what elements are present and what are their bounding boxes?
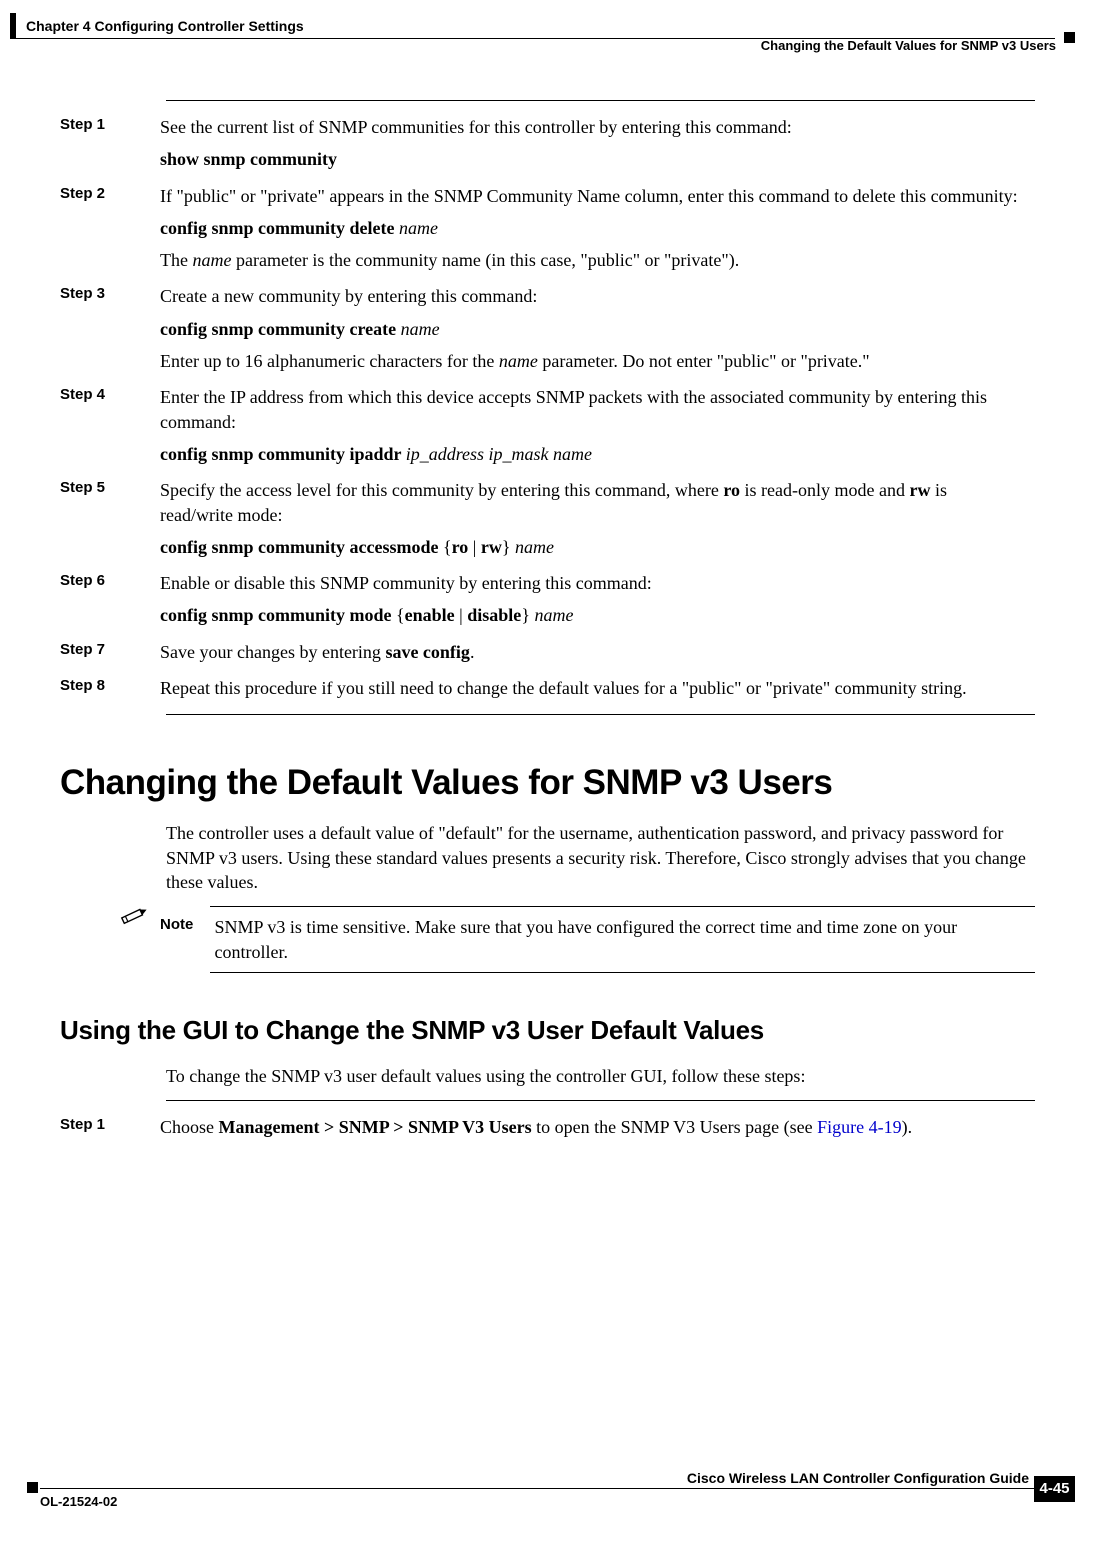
step-label: Step 6 bbox=[60, 571, 160, 591]
step: Step 1See the current list of SNMP commu… bbox=[60, 115, 1035, 180]
procedure-top-rule bbox=[166, 100, 1035, 101]
footer: Cisco Wireless LAN Controller Configurat… bbox=[10, 1482, 1085, 1530]
header-rule bbox=[10, 32, 1085, 48]
content: Step 1See the current list of SNMP commu… bbox=[60, 100, 1035, 1151]
step-label: Step 1 bbox=[60, 115, 160, 135]
footer-left-marker bbox=[27, 1482, 38, 1493]
step-label: Step 2 bbox=[60, 184, 160, 204]
step-label: Step 3 bbox=[60, 284, 160, 304]
intro-paragraph: The controller uses a default value of "… bbox=[166, 821, 1035, 894]
footer-ol: OL-21524-02 bbox=[40, 1494, 117, 1509]
procedure-bottom-rule bbox=[166, 714, 1035, 715]
step-body: See the current list of SNMP communities… bbox=[160, 115, 1020, 180]
step-body: Enter the IP address from which this dev… bbox=[160, 385, 1020, 474]
step-label: Step 5 bbox=[60, 478, 160, 498]
procedure-b-top-rule bbox=[166, 1100, 1035, 1101]
step: Step 6Enable or disable this SNMP commun… bbox=[60, 571, 1035, 636]
footer-page-number: 4-45 bbox=[1034, 1476, 1075, 1502]
step-body: Repeat this procedure if you still need … bbox=[160, 676, 1020, 708]
step-body: Specify the access level for this commun… bbox=[160, 478, 1020, 567]
steps-b: Step 1Choose Management > SNMP > SNMP V3… bbox=[60, 1115, 1035, 1147]
step-body: Choose Management > SNMP > SNMP V3 Users… bbox=[160, 1115, 1020, 1147]
step-label: Step 8 bbox=[60, 676, 160, 696]
step-body: Create a new community by entering this … bbox=[160, 284, 1020, 381]
step-body: Save your changes by entering save confi… bbox=[160, 640, 1020, 672]
footer-guide: Cisco Wireless LAN Controller Configurat… bbox=[687, 1470, 1029, 1486]
step-body: Enable or disable this SNMP community by… bbox=[160, 571, 1020, 636]
step: Step 5Specify the access level for this … bbox=[60, 478, 1035, 567]
header-marker bbox=[1064, 32, 1075, 43]
note-text: SNMP v3 is time sensitive. Make sure tha… bbox=[215, 907, 1025, 964]
step: Step 4Enter the IP address from which th… bbox=[60, 385, 1035, 474]
step-label: Step 7 bbox=[60, 640, 160, 660]
step-label: Step 1 bbox=[60, 1115, 160, 1135]
step-label: Step 4 bbox=[60, 385, 160, 405]
note-block: Note SNMP v3 is time sensitive. Make sur… bbox=[116, 906, 1035, 985]
note-label: Note bbox=[160, 907, 210, 935]
step: Step 2If "public" or "private" appears i… bbox=[60, 184, 1035, 281]
heading-2: Using the GUI to Change the SNMP v3 User… bbox=[60, 1015, 1035, 1046]
page: Chapter 4 Configuring Controller Setting… bbox=[0, 0, 1095, 1548]
step: Step 1Choose Management > SNMP > SNMP V3… bbox=[60, 1115, 1035, 1147]
step: Step 8Repeat this procedure if you still… bbox=[60, 676, 1035, 708]
gui-intro: To change the SNMP v3 user default value… bbox=[166, 1064, 1035, 1088]
steps-a: Step 1See the current list of SNMP commu… bbox=[60, 115, 1035, 708]
step-body: If "public" or "private" appears in the … bbox=[160, 184, 1020, 281]
figure-link[interactable]: Figure 4-19 bbox=[817, 1117, 902, 1137]
heading-1: Changing the Default Values for SNMP v3 … bbox=[60, 763, 1035, 803]
step: Step 3Create a new community by entering… bbox=[60, 284, 1035, 381]
step: Step 7Save your changes by entering save… bbox=[60, 640, 1035, 672]
note-pencil-icon bbox=[116, 906, 160, 926]
